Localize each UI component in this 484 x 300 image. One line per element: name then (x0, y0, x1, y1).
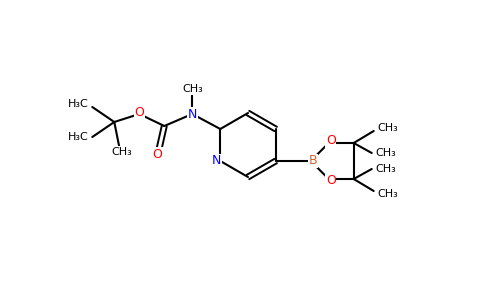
Text: H₃C: H₃C (68, 99, 89, 109)
Text: O: O (135, 106, 144, 118)
Text: H₃C: H₃C (68, 132, 89, 142)
Text: CH₃: CH₃ (378, 123, 398, 133)
Text: O: O (152, 148, 162, 160)
Text: B: B (308, 154, 317, 167)
Text: CH₃: CH₃ (375, 164, 396, 174)
Text: N: N (212, 154, 221, 167)
Text: N: N (188, 107, 197, 121)
Text: CH₃: CH₃ (182, 84, 203, 94)
Text: O: O (326, 134, 335, 148)
Text: CH₃: CH₃ (378, 189, 398, 199)
Text: CH₃: CH₃ (111, 147, 132, 157)
Text: CH₃: CH₃ (375, 148, 396, 158)
Text: O: O (326, 175, 335, 188)
